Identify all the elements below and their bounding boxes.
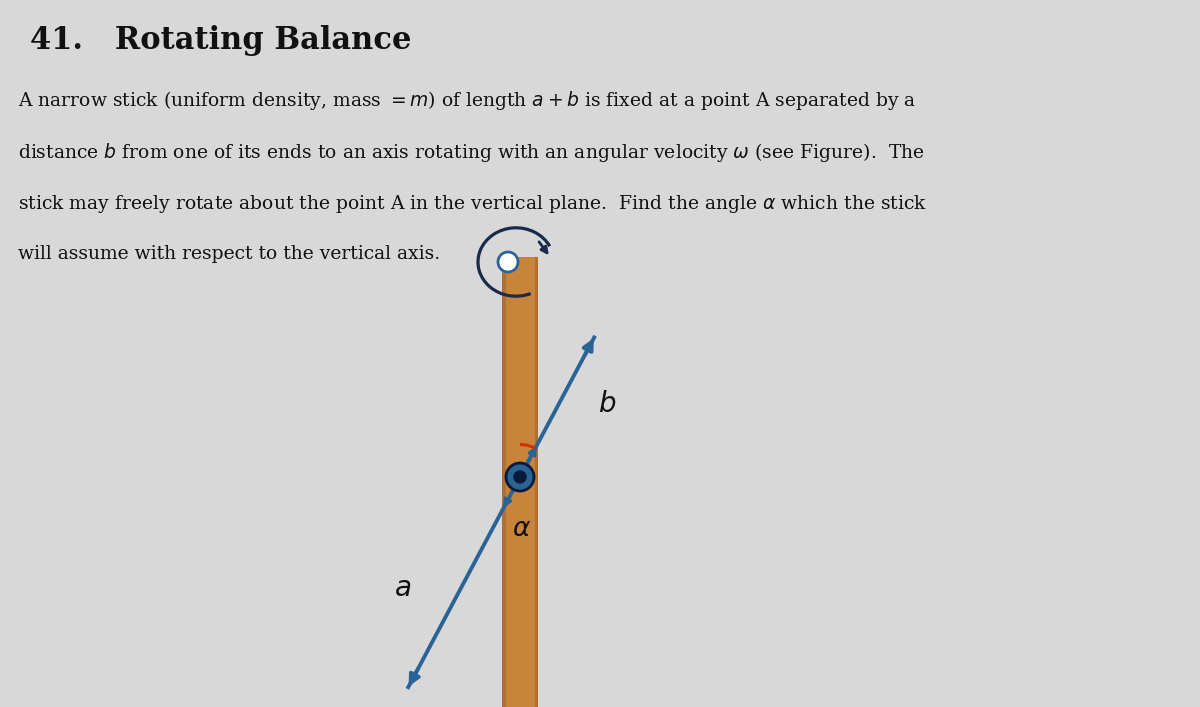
Circle shape <box>498 252 518 272</box>
Circle shape <box>506 463 534 491</box>
Bar <box>502 257 538 707</box>
Text: A narrow stick (uniform density, mass $= m$) of length $a + b$ is fixed at a poi: A narrow stick (uniform density, mass $=… <box>18 89 917 112</box>
Text: 41.   Rotating Balance: 41. Rotating Balance <box>30 25 412 56</box>
Text: $a$: $a$ <box>395 575 412 602</box>
Bar <box>534 257 538 707</box>
Text: $\alpha$: $\alpha$ <box>512 517 532 542</box>
Text: stick may freely rotate about the point A in the vertical plane.  Find the angle: stick may freely rotate about the point … <box>18 193 928 215</box>
Circle shape <box>514 471 526 483</box>
Text: $b$: $b$ <box>598 391 617 418</box>
Bar <box>502 257 505 707</box>
Text: will assume with respect to the vertical axis.: will assume with respect to the vertical… <box>18 245 440 263</box>
Text: distance $b$ from one of its ends to an axis rotating with an angular velocity $: distance $b$ from one of its ends to an … <box>18 141 925 164</box>
